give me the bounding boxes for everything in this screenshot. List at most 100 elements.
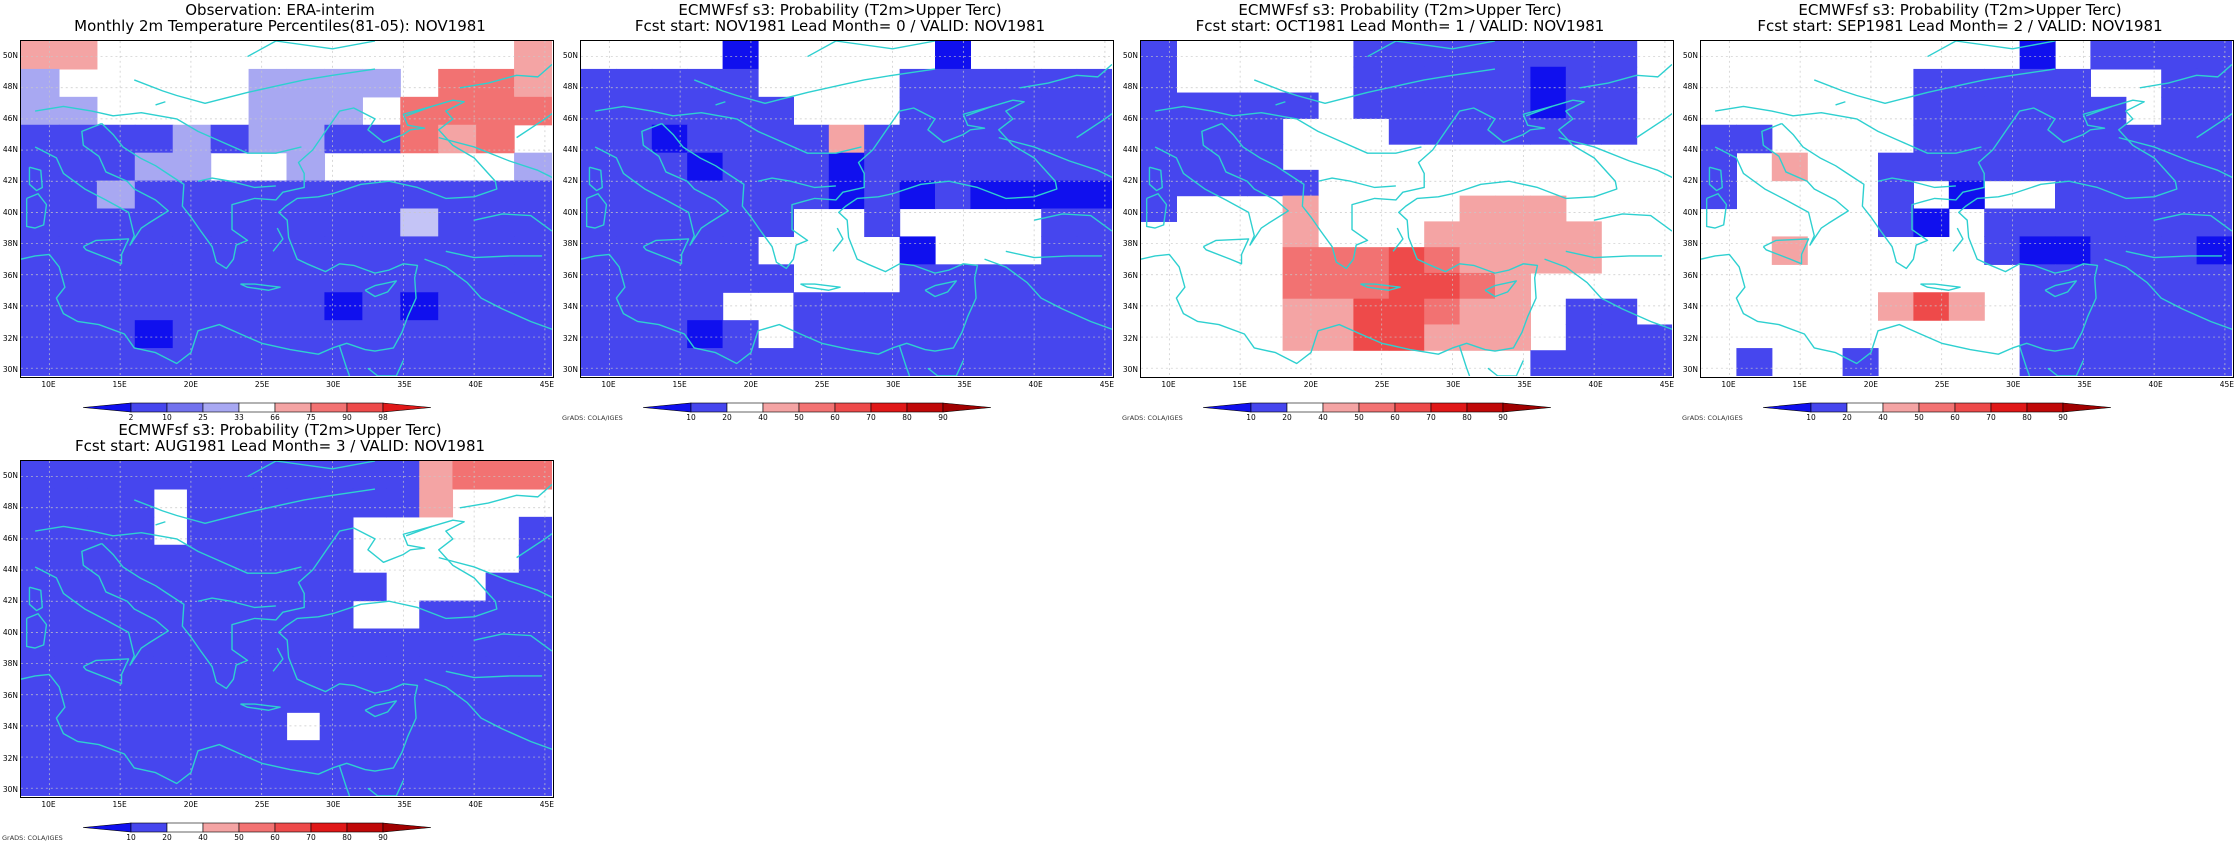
colorbar-label: 40	[758, 413, 768, 422]
grid-cell	[1530, 41, 1567, 68]
colorbar-label: 10	[162, 413, 172, 422]
grid-cell	[1353, 92, 1390, 119]
graticule	[581, 41, 1112, 376]
grid-cell	[2055, 208, 2091, 238]
grid-cell	[518, 768, 552, 796]
grid-cell	[2161, 236, 2198, 265]
grid-cell	[286, 768, 321, 796]
grid-cell	[21, 124, 60, 154]
lon-tick-label: 45E	[539, 380, 555, 389]
grid-cell	[1530, 66, 1567, 94]
lat-tick-label: 44N	[2, 565, 18, 575]
grid-cell	[186, 516, 221, 546]
lat-tick-label: 48N	[1682, 82, 1698, 92]
grid-cell	[87, 684, 122, 713]
lat-tick-label: 44N	[1682, 145, 1698, 155]
grid-cell	[153, 572, 188, 602]
grid-cell	[1984, 68, 2021, 98]
colorbar-label: 70	[1986, 413, 1996, 422]
colorbar-swatch	[274, 402, 312, 413]
lon-tick-label: 30E	[886, 380, 901, 389]
grid-cell	[286, 600, 321, 630]
grid-cell	[1318, 272, 1354, 300]
grid-cell	[476, 264, 515, 293]
grid-cell	[651, 124, 688, 154]
grid-cell	[1913, 292, 1950, 321]
grid-cell	[485, 712, 520, 741]
grid-cell	[2125, 208, 2162, 238]
coastlines	[581, 41, 1112, 376]
grid-cell	[2125, 264, 2162, 293]
grid-cell	[220, 461, 254, 490]
lat-tick-label: 36N	[562, 270, 578, 280]
grid-cell	[210, 180, 250, 210]
grid-cell	[87, 544, 122, 574]
grid-cell	[324, 208, 363, 238]
grid-cell	[970, 68, 1007, 98]
grid-cell	[2019, 292, 2056, 321]
grid-cell	[352, 656, 387, 685]
grid-cell	[253, 516, 288, 546]
grid-cell	[476, 180, 515, 210]
lat-tick-label: 44N	[1122, 145, 1138, 155]
colorbar-swatch	[166, 402, 204, 413]
grid-cell	[518, 656, 552, 685]
colorbar-swatch	[310, 402, 348, 413]
grid-cell	[828, 292, 865, 321]
grid-cell	[828, 152, 865, 182]
grid-cell	[518, 600, 552, 630]
lat-tick-label: 40N	[1122, 207, 1138, 217]
grid-cell	[286, 656, 321, 685]
grid-cell	[319, 712, 354, 741]
grid-cell	[864, 180, 901, 210]
colorbar	[82, 822, 432, 833]
grid-cell	[1041, 124, 1078, 154]
grads-credit: GrADS: COLA/IGES	[1682, 414, 1743, 422]
grid-cell	[58, 348, 98, 376]
grid-cell	[1565, 350, 1602, 376]
grid-cell	[253, 600, 288, 630]
grid-cell	[1495, 324, 1531, 351]
grid-cell	[1076, 320, 1112, 349]
colorbar-swatch	[202, 402, 240, 413]
grid-cell	[1076, 236, 1112, 265]
grid-cell	[2196, 41, 2232, 70]
grid-cell	[286, 628, 321, 658]
grid-cell	[1041, 264, 1078, 293]
grid-cell	[1459, 41, 1496, 68]
grid-cell	[1565, 298, 1602, 326]
grid-cell	[651, 208, 688, 238]
grid-cell	[1984, 124, 2021, 154]
grid-cell	[793, 124, 830, 154]
grid-cell	[319, 628, 354, 658]
grid-cell	[120, 656, 155, 685]
lon-tick-label: 30E	[1446, 380, 1461, 389]
colorbar-label: 10	[686, 413, 696, 422]
grid-cell	[210, 236, 250, 265]
grid-cell	[2196, 320, 2232, 349]
grid-cell	[1388, 41, 1425, 68]
grid-cell	[2125, 41, 2162, 70]
lon-tick-label: 40E	[1588, 380, 1603, 389]
colorbar-label: 90	[2058, 413, 2068, 422]
grid-cell	[21, 712, 55, 741]
colorbar-label: 60	[1950, 413, 1960, 422]
grid-cell	[2125, 152, 2162, 182]
panel-lead-1: ECMWFsf s3: Probability (T2m>Upper Terc)…	[1120, 0, 1680, 423]
grid-cell	[386, 628, 420, 658]
colorbar-swatch	[1918, 402, 1956, 413]
grid-cell	[1353, 247, 1390, 274]
map-canvas	[21, 461, 552, 796]
lon-tick-label: 40E	[1028, 380, 1043, 389]
grid-cell	[758, 152, 794, 182]
grid-cell	[2125, 292, 2162, 321]
grid-cell	[2055, 152, 2091, 182]
grid-cell	[87, 768, 122, 796]
grid-cell	[352, 712, 387, 741]
grid-cell	[758, 96, 794, 126]
grid-cell	[96, 264, 136, 293]
grid-cell	[54, 628, 88, 658]
grid-cell	[1041, 96, 1078, 126]
colorbar-label: 50	[794, 413, 804, 422]
shaded-cells	[581, 41, 1112, 376]
